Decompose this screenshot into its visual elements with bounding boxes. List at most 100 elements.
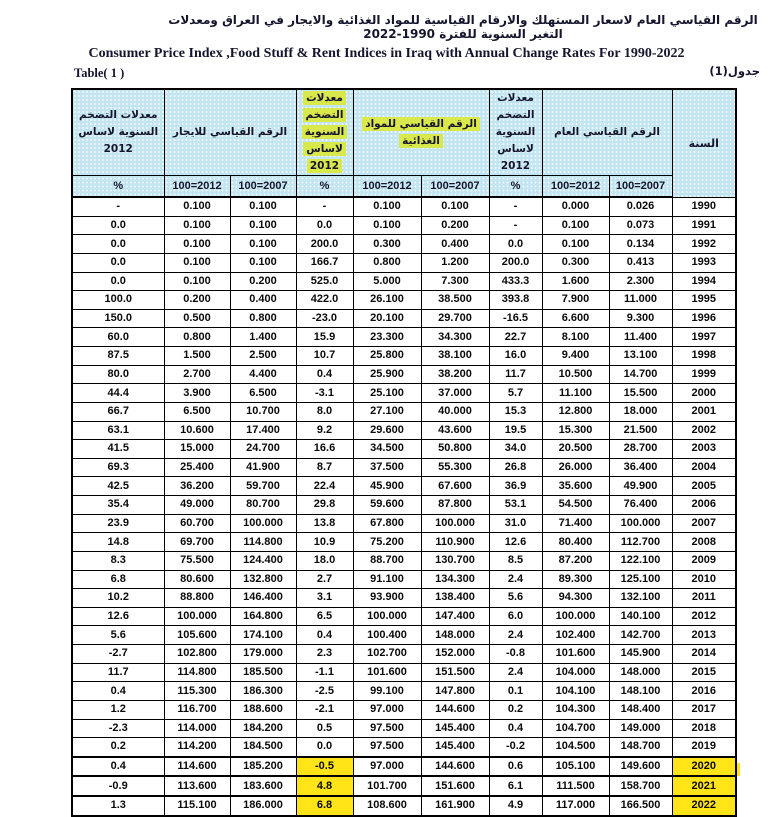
value-cell: 15.300: [541, 420, 610, 441]
value-cell: 100.000: [541, 606, 610, 627]
value-cell: 100.000: [608, 513, 673, 534]
value-cell: 59.600: [352, 495, 422, 515]
value-cell: 100.000: [420, 513, 490, 534]
value-cell: 166.500: [608, 795, 673, 817]
value-cell: 0.100: [229, 234, 297, 254]
value-cell: 114.200: [163, 737, 231, 758]
value-cell: 102.800: [163, 644, 231, 664]
value-cell: 113.600: [163, 775, 231, 797]
value-cell: 50.800: [420, 439, 490, 459]
value-cell: 114.800: [163, 662, 231, 683]
value-cell: 150.0: [71, 308, 165, 329]
value-cell: 2.3: [295, 644, 354, 664]
value-cell: 11.7: [71, 662, 165, 683]
value-cell: 1.500: [163, 346, 231, 366]
value-cell: 42.5: [71, 476, 165, 496]
value-cell: 97.500: [352, 718, 422, 739]
value-cell: 117.000: [541, 795, 610, 817]
value-cell: 25.900: [352, 364, 422, 385]
table-row: 1.2 116.700 188.600 -2.1 97.000 144.600 0.2 104…: [71, 699, 737, 720]
value-cell: 31.0: [488, 513, 543, 534]
table-row: 80.0 2.700 4.400 0.4 25.900 38.200 11.7 10.500 1…: [71, 364, 737, 385]
year-cell: 2003: [671, 439, 737, 459]
value-cell: 0.134: [608, 234, 673, 254]
value-cell: 21.500: [608, 420, 673, 441]
value-cell: -1.1: [295, 662, 354, 683]
value-cell: 0.300: [352, 234, 422, 254]
value-cell: 0.0: [295, 215, 354, 236]
value-cell: 5.000: [352, 271, 422, 292]
value-cell: 433.3: [488, 271, 543, 292]
value-cell: 40.000: [420, 401, 490, 422]
table-row: -2.7 102.800 179.000 2.3 102.700 152.000 -0.8 1…: [71, 644, 737, 664]
header-rent-inflation: معدلات التضخم السنوية لاساس 2012: [71, 88, 165, 176]
value-cell: 16.0: [488, 346, 543, 366]
value-cell: 14.700: [608, 364, 673, 385]
value-cell: 145.400: [420, 737, 490, 758]
year-cell: 2016: [671, 681, 737, 701]
value-cell: 29.8: [295, 495, 354, 515]
value-cell: 0.500: [163, 308, 231, 329]
value-cell: 24.700: [229, 439, 297, 459]
year-cell: 2017: [671, 699, 737, 720]
value-cell: 25.400: [163, 457, 231, 478]
value-cell: 34.0: [488, 439, 543, 459]
value-cell: 200.0: [488, 252, 543, 273]
cpi-table: معدلات التضخم السنوية لاساس 2012 الرقم ا…: [71, 88, 738, 817]
value-cell: 11.400: [608, 327, 673, 347]
value-cell: 12.6: [488, 532, 543, 552]
table-row: 8.3 75.500 124.400 18.0 88.700 130.700 8.5 87.2…: [71, 550, 737, 571]
value-cell: -0.8: [488, 644, 543, 664]
table-row: -0.100 0.100-0.100 0.100-0.000 0.026 1990: [71, 196, 737, 217]
value-cell: 0.100: [352, 196, 422, 217]
value-cell: 0.100: [163, 252, 231, 273]
value-cell: 0.0: [295, 737, 354, 758]
value-cell: 174.100: [229, 625, 297, 645]
value-cell: 35.600: [541, 476, 610, 496]
value-cell: 0.0: [488, 234, 543, 254]
year-cell: 2020: [671, 755, 737, 777]
table-row: 14.8 69.700 114.800 10.9 75.200 110.900 12.6 80…: [71, 532, 737, 552]
value-cell: 88.800: [163, 588, 231, 608]
value-cell: 49.900: [608, 476, 673, 496]
value-cell: 15.9: [295, 327, 354, 347]
value-cell: 147.800: [420, 681, 490, 701]
value-cell: 0.0: [71, 271, 165, 292]
value-cell: 75.200: [352, 532, 422, 552]
value-cell: 35.4: [71, 495, 165, 515]
table-row: 100.0 0.200 0.400 422.0 26.100 38.500 393.8 7.9…: [71, 290, 737, 310]
value-cell: -: [71, 196, 165, 217]
subheader-food-2007: 100=2007: [420, 175, 490, 198]
subheader-rent-pct: %: [71, 175, 165, 198]
value-cell: 13.8: [295, 513, 354, 534]
value-cell: 164.800: [229, 606, 297, 627]
table-body: -0.100 0.100-0.100 0.100-0.000 0.026 1990 0.0…: [71, 196, 737, 817]
table-label-english: Table( 1 ): [74, 66, 125, 80]
year-cell: 1991: [671, 215, 737, 236]
table-row: 0.2 114.200 184.500 0.0 97.500 145.400 -0.2 104…: [71, 737, 737, 758]
value-cell: -0.5: [295, 755, 354, 777]
year-cell: 1999: [671, 364, 737, 385]
value-cell: 0.5: [295, 718, 354, 739]
value-cell: 151.500: [420, 662, 490, 683]
value-cell: 5.6: [488, 588, 543, 608]
value-cell: 145.400: [420, 718, 490, 739]
value-cell: 101.700: [352, 775, 422, 797]
value-cell: 0.6: [488, 755, 543, 777]
value-cell: 97.000: [352, 755, 422, 777]
value-cell: 36.9: [488, 476, 543, 496]
value-cell: 149.000: [608, 718, 673, 739]
value-cell: 2.4: [488, 662, 543, 683]
value-cell: 16.6: [295, 439, 354, 459]
value-cell: 104.300: [541, 699, 610, 720]
header-general-index: الرقم القياسي العام: [541, 88, 673, 176]
value-cell: 0.1: [488, 681, 543, 701]
value-cell: 80.600: [163, 569, 231, 590]
year-cell: 2022: [671, 795, 737, 817]
year-cell: 2009: [671, 550, 737, 571]
value-cell: 8.7: [295, 457, 354, 478]
value-cell: 15.3: [488, 401, 543, 422]
value-cell: 91.100: [352, 569, 422, 590]
value-cell: 27.100: [352, 401, 422, 422]
year-cell: 2013: [671, 625, 737, 645]
